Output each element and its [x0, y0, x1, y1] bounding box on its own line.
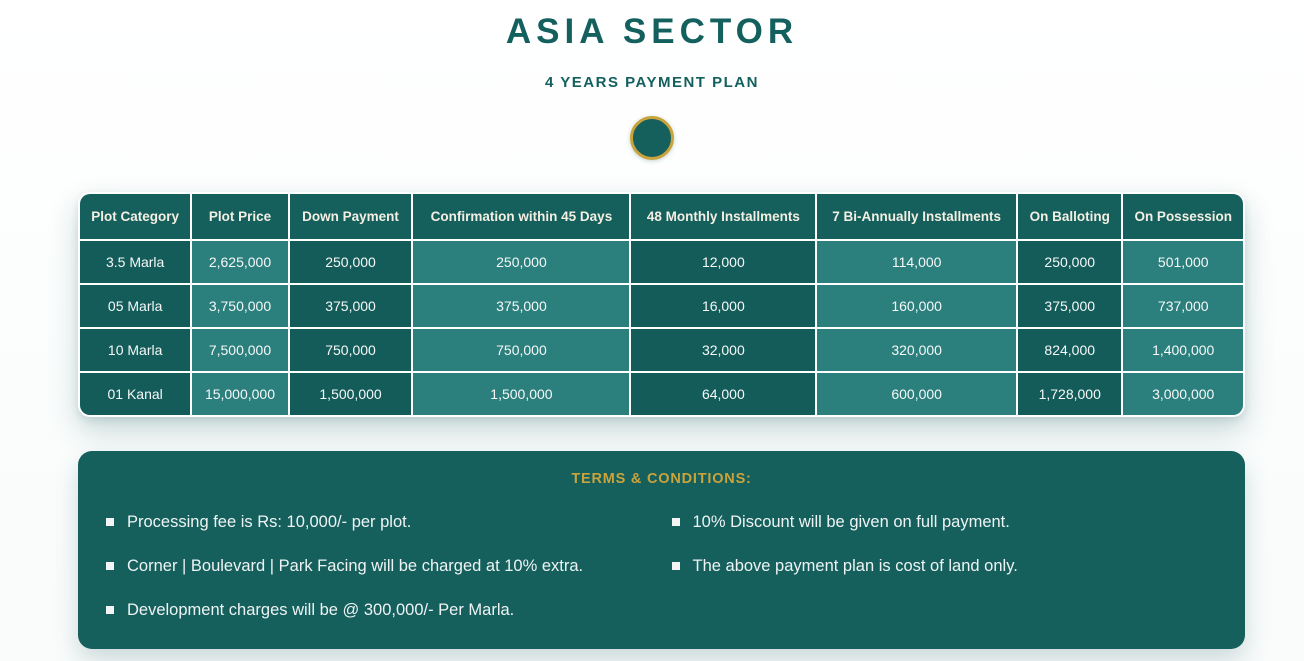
cell-plot-price: 3,750,000	[192, 285, 288, 327]
terms-column-left: Processing fee is Rs: 10,000/- per plot.…	[106, 511, 652, 643]
column-header-monthly-installments: 48 Monthly Installments	[631, 194, 816, 239]
term-item: The above payment plan is cost of land o…	[671, 555, 1218, 578]
cell-monthly-installment: 16,000	[631, 285, 816, 327]
cell-confirmation: 250,000	[413, 241, 630, 283]
table-row-10-marla: 10 Marla 7,500,000 750,000 750,000 32,00…	[80, 329, 1243, 371]
square-bullet-icon	[671, 518, 680, 526]
column-header-plot-category: Plot Category	[80, 194, 191, 239]
terms-heading: TERMS & CONDITIONS:	[571, 471, 752, 487]
term-item: Development charges will be @ 300,000/- …	[106, 599, 652, 622]
table-header-row: Plot Category Plot Price Down Payment Co…	[80, 194, 1243, 239]
cell-on-possession: 501,000	[1123, 241, 1243, 283]
payment-plan-table: Plot Category Plot Price Down Payment Co…	[78, 192, 1245, 417]
term-text: Development charges will be @ 300,000/- …	[127, 601, 515, 619]
cell-down-payment: 375,000	[289, 285, 412, 327]
cell-confirmation: 375,000	[413, 285, 630, 327]
table-row-3-5-marla: 3.5 Marla 2,625,000 250,000 250,000 12,0…	[80, 241, 1243, 283]
term-item: Corner | Boulevard | Park Facing will be…	[106, 555, 652, 578]
term-text: 10% Discount will be given on full payme…	[692, 513, 1010, 531]
terms-panel: TERMS & CONDITIONS: Processing fee is Rs…	[78, 451, 1245, 649]
terms-grid: Processing fee is Rs: 10,000/- per plot.…	[106, 511, 1217, 643]
page-title: ASIA SECTOR	[505, 12, 799, 51]
page-subtitle: 4 YEARS PAYMENT PLAN	[545, 74, 759, 91]
square-bullet-icon	[106, 518, 114, 526]
column-header-plot-price: Plot Price	[192, 194, 288, 239]
cell-confirmation: 750,000	[413, 329, 630, 371]
term-text: Corner | Boulevard | Park Facing will be…	[127, 557, 584, 575]
column-header-biannual-installments: 7 Bi-Annually Installments	[817, 194, 1017, 239]
term-item: Processing fee is Rs: 10,000/- per plot.	[106, 511, 652, 534]
cell-plot-category: 10 Marla	[80, 329, 191, 371]
terms-column-right: 10% Discount will be given on full payme…	[671, 511, 1218, 643]
square-bullet-icon	[106, 562, 114, 570]
cell-biannual-installment: 114,000	[817, 241, 1017, 283]
cell-on-balloting: 250,000	[1018, 241, 1122, 283]
cell-down-payment: 250,000	[289, 241, 412, 283]
cell-biannual-installment: 160,000	[817, 285, 1017, 327]
table-row-01-kanal: 01 Kanal 15,000,000 1,500,000 1,500,000 …	[80, 373, 1243, 415]
column-header-down-payment: Down Payment	[289, 194, 412, 239]
term-item: 10% Discount will be given on full payme…	[671, 511, 1218, 534]
cell-down-payment: 1,500,000	[289, 373, 412, 415]
cell-plot-price: 15,000,000	[192, 373, 288, 415]
cell-plot-category: 01 Kanal	[80, 373, 191, 415]
cell-monthly-installment: 32,000	[631, 329, 816, 371]
column-header-on-possession: On Possession	[1123, 194, 1243, 239]
cell-on-balloting: 1,728,000	[1018, 373, 1122, 415]
cell-on-possession: 1,400,000	[1123, 329, 1243, 371]
cell-plot-price: 2,625,000	[192, 241, 288, 283]
cell-down-payment: 750,000	[289, 329, 412, 371]
cell-biannual-installment: 320,000	[817, 329, 1017, 371]
timeline-dot-icon	[630, 116, 674, 160]
cell-plot-category: 3.5 Marla	[80, 241, 191, 283]
cell-plot-price: 7,500,000	[192, 329, 288, 371]
cell-confirmation: 1,500,000	[413, 373, 630, 415]
column-header-confirmation: Confirmation within 45 Days	[413, 194, 630, 239]
square-bullet-icon	[671, 562, 680, 570]
cell-on-balloting: 824,000	[1018, 329, 1122, 371]
square-bullet-icon	[106, 606, 114, 614]
cell-monthly-installment: 12,000	[631, 241, 816, 283]
cell-on-possession: 737,000	[1123, 285, 1243, 327]
cell-biannual-installment: 600,000	[817, 373, 1017, 415]
cell-plot-category: 05 Marla	[80, 285, 191, 327]
term-text: Processing fee is Rs: 10,000/- per plot.	[127, 513, 412, 531]
cell-monthly-installment: 64,000	[631, 373, 816, 415]
cell-on-possession: 3,000,000	[1123, 373, 1243, 415]
cell-on-balloting: 375,000	[1018, 285, 1122, 327]
term-text: The above payment plan is cost of land o…	[692, 557, 1018, 575]
table-row-05-marla: 05 Marla 3,750,000 375,000 375,000 16,00…	[80, 285, 1243, 327]
column-header-on-balloting: On Balloting	[1018, 194, 1122, 239]
